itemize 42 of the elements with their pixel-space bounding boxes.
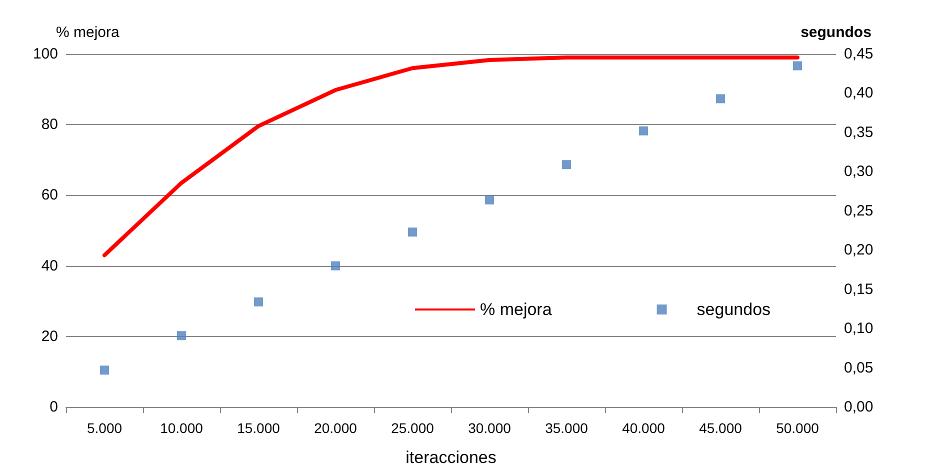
point [716,94,725,104]
point [331,261,340,270]
y2-tick-label: 0,00 [844,398,874,416]
y-tick-label: 80 [41,116,58,134]
point [485,195,494,204]
y2-tick-label: 0,35 [844,124,874,141]
y2-tick-label: 0,40 [844,84,874,102]
y2-axis-title: segundos [800,24,872,41]
y-tick-label: 60 [41,186,58,204]
x-tick-label: 35.000 [545,420,588,436]
x-tick-label: 20.000 [314,420,358,436]
y-tick-label: 100 [32,46,58,62]
point [254,297,263,306]
y2-tick-label: 0,10 [844,320,874,338]
y2-tick-label: 0,05 [844,359,874,376]
point [562,160,571,170]
x-tick-label: 45.000 [699,420,742,436]
y-tick-label: 40 [41,257,58,274]
line-series [102,56,800,258]
y-tick-label: 0 [50,398,58,416]
x-tick-label: 25.000 [391,420,434,436]
y2-tick-label: 0,45 [844,46,874,62]
point [177,331,186,340]
point [408,228,417,237]
x-tick-label: 15.000 [237,420,280,436]
y2-tick-label: 0,30 [844,163,874,180]
y-tick-label: 20 [41,328,58,345]
point [793,61,802,70]
y-axis-title: % mejora [56,24,120,41]
x-tick-label: 5.000 [86,420,122,436]
x-tick-label: 50.000 [776,420,820,436]
y2-tick-label: 0,25 [844,202,874,220]
x-tick-label: 30.000 [468,420,512,436]
y2-tick-label: 0,20 [844,242,874,259]
legend-label: segundos [696,300,771,319]
x-tick-label: 10.000 [160,420,204,436]
x-axis-title: iteracciones [406,448,496,467]
point [639,126,648,136]
legend-label: % mejora [480,300,552,319]
y2-tick-label: 0,15 [844,280,874,298]
point [100,366,109,375]
x-tick-label: 40.000 [622,420,666,436]
